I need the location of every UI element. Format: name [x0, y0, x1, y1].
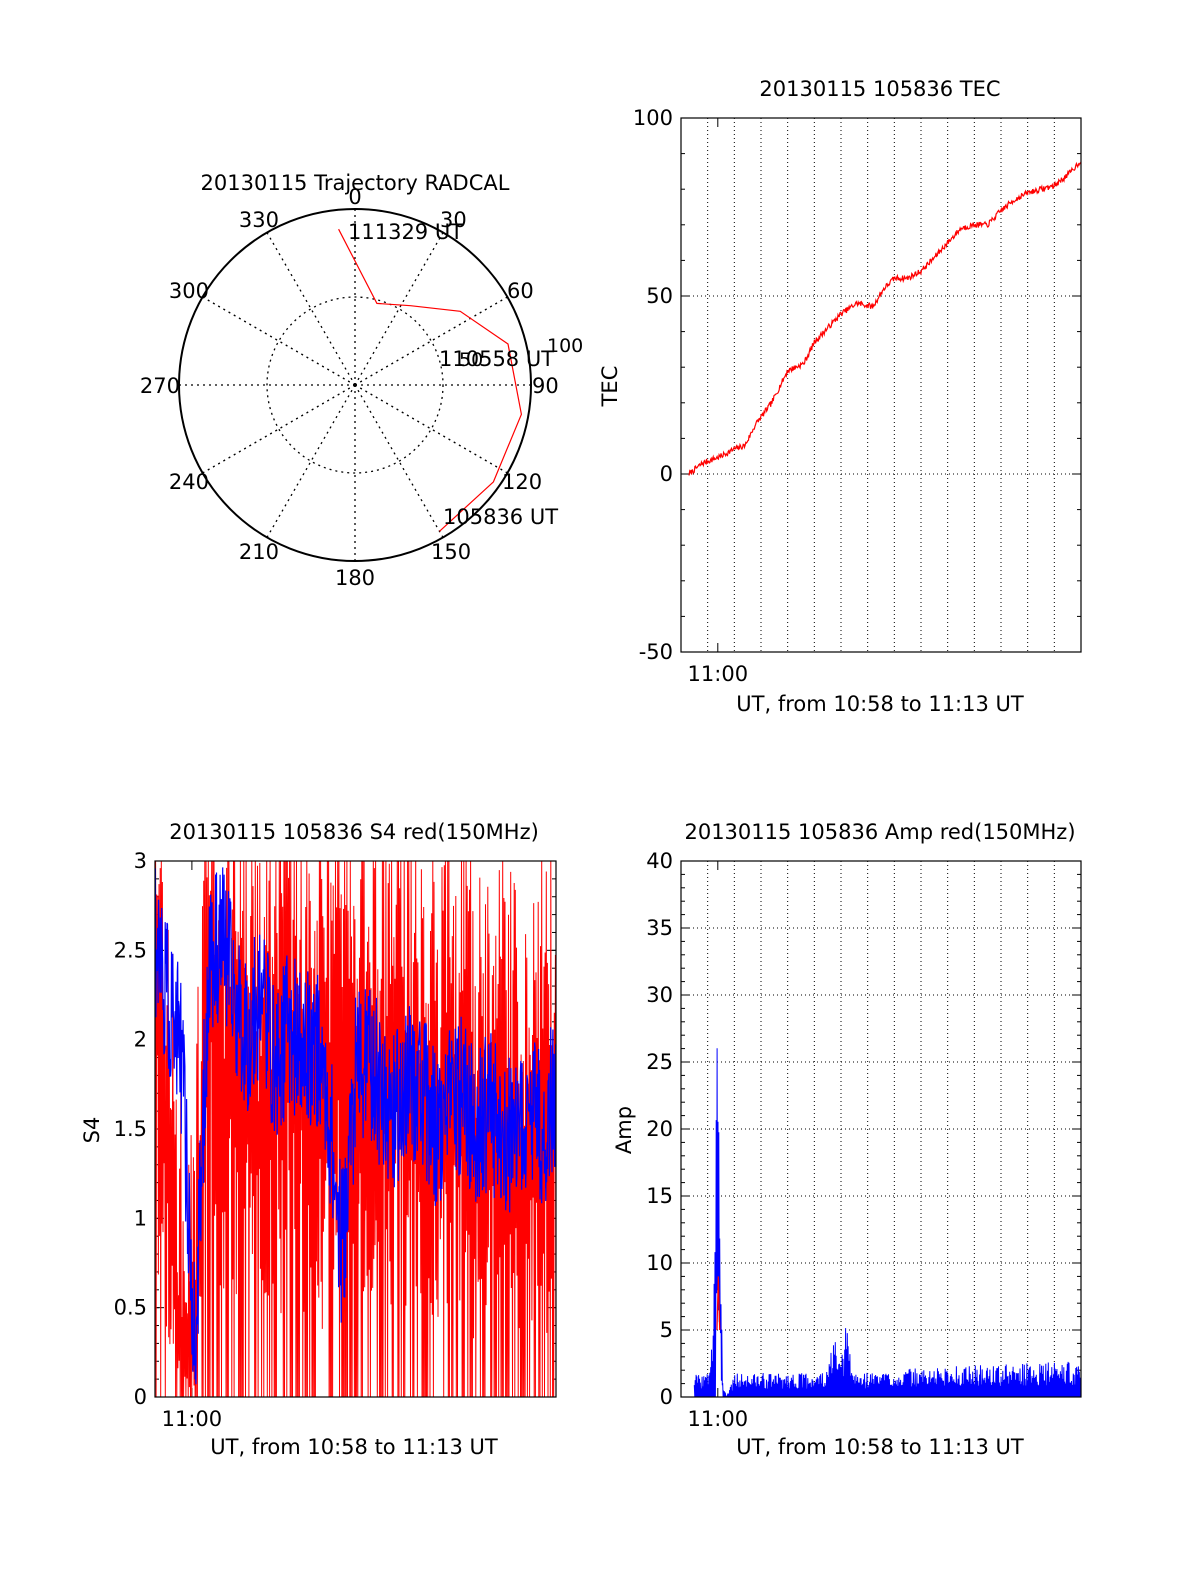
polar-angle-label-210: 210	[239, 540, 279, 564]
polar-angle-label-60: 60	[507, 279, 534, 303]
amp-ytick-label: 25	[646, 1050, 673, 1074]
tec-ticks: -50 0 50 100 11:00	[633, 106, 1081, 686]
amp-xtick-label: 11:00	[688, 1407, 749, 1431]
trajectory-line	[338, 228, 523, 532]
polar-outer-circle	[178, 208, 532, 562]
polar-spoke-30	[354, 232, 444, 386]
amp-blue-series	[693, 1048, 1081, 1397]
tec-ytick-label: -50	[639, 640, 673, 664]
amp-ytick-label: 40	[646, 849, 673, 873]
polar-radius-label-50: 50	[459, 349, 483, 371]
tec-ytick-label: 0	[660, 462, 673, 486]
amp-ytick-label: 0	[660, 1385, 673, 1409]
tec-xtick-label: 11:00	[688, 662, 749, 686]
amp-ytick-label: 20	[646, 1117, 673, 1141]
annotation-mid-time: 110558 UT	[439, 347, 554, 371]
polar-ring-50	[266, 296, 444, 474]
s4-red-series	[155, 861, 556, 1397]
polar-angle-label-90: 90	[532, 374, 559, 398]
s4-ytick-label: 0	[134, 1385, 147, 1409]
polar-title: 20130115 Trajectory RADCAL	[201, 171, 510, 195]
amp-ytick-label: 15	[646, 1184, 673, 1208]
s4-ylabel: S4	[80, 1117, 104, 1144]
polar-grid	[179, 209, 531, 561]
s4-frame	[154, 860, 557, 1398]
polar-angle-label-150: 150	[431, 540, 471, 564]
s4-ytick-label: 0.5	[114, 1296, 147, 1320]
amp-ytick-label: 10	[646, 1251, 673, 1275]
polar-angle-label-270: 270	[140, 374, 180, 398]
tec-series-line	[688, 161, 1082, 476]
annotation-end-time: 105836 UT	[443, 505, 558, 529]
tec-ytick-label: 50	[646, 284, 673, 308]
amp-frame	[680, 860, 1082, 1398]
polar-angle-labels: 0 30 60 90 120 150 180 210 240 270 300 330	[140, 185, 559, 590]
polar-spoke-300	[202, 296, 356, 386]
tec-ylabel: TEC	[598, 366, 622, 408]
polar-angle-label-300: 300	[169, 279, 209, 303]
tec-title: 20130115 105836 TEC	[759, 77, 1000, 101]
polar-angle-label-0: 0	[348, 185, 361, 209]
amp-red-series	[716, 1276, 721, 1331]
s4-title: 20130115 105836 S4 red(150MHz)	[169, 820, 539, 844]
s4-xlabel: UT, from 10:58 to 11:13 UT	[210, 1435, 498, 1459]
tec-chart: 20130115 105836 TEC -50 0 50 100 11:00 TEC U…	[598, 77, 1082, 716]
polar-angle-label-240: 240	[169, 470, 209, 494]
polar-angle-label-120: 120	[502, 470, 542, 494]
amp-chart: 20130115 105836 Amp red(150MHz) 0 5 10 15 20…	[612, 820, 1082, 1459]
s4-ytick-label: 1.5	[114, 1117, 147, 1141]
polar-radius-label-100: 100	[547, 335, 583, 357]
amp-grid	[681, 861, 1081, 1397]
polar-spoke-120	[354, 384, 508, 474]
s4-ytick-label: 2.5	[114, 938, 147, 962]
annotation-start-time: 111329 UT	[348, 220, 463, 244]
s4-blue-series	[155, 867, 556, 1385]
amp-ytick-label: 30	[646, 983, 673, 1007]
amp-title: 20130115 105836 Amp red(150MHz)	[684, 820, 1075, 844]
s4-ytick-label: 3	[134, 849, 147, 873]
amp-ylabel: Amp	[612, 1106, 636, 1154]
tec-xlabel: UT, from 10:58 to 11:13 UT	[736, 692, 1024, 716]
polar-angle-label-330: 330	[239, 208, 279, 232]
tec-grid	[681, 118, 1081, 652]
s4-xtick-label: 11:00	[162, 1407, 223, 1431]
s4-ytick-label: 1	[134, 1206, 147, 1230]
amp-ticks: 0 5 10 15 20 25 30 35 40 11:00	[646, 849, 1081, 1431]
tec-ytick-label: 100	[633, 106, 673, 130]
tec-frame	[680, 117, 1082, 653]
s4-ytick-label: 2	[134, 1028, 147, 1052]
polar-angle-label-180: 180	[335, 566, 375, 590]
polar-chart: 20130115 Trajectory RADCAL 0 30 60 90 120 150…	[140, 171, 583, 590]
amp-xlabel: UT, from 10:58 to 11:13 UT	[736, 1435, 1024, 1459]
polar-angle-label-30: 30	[440, 208, 467, 232]
amp-ytick-label: 35	[646, 916, 673, 940]
polar-spoke-210	[266, 384, 356, 538]
amp-ytick-label: 5	[660, 1318, 673, 1342]
s4-chart: 20130115 105836 S4 red(150MHz) 0 0.5 1 1.5 2…	[80, 820, 557, 1459]
